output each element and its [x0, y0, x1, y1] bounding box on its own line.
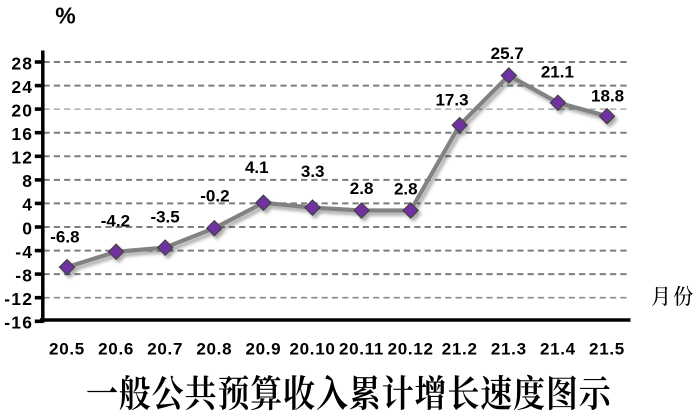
svg-text:20.8: 20.8 — [196, 340, 232, 359]
svg-text:12: 12 — [11, 148, 33, 168]
svg-text:-3.5: -3.5 — [150, 207, 179, 226]
svg-text:4.1: 4.1 — [245, 158, 269, 177]
svg-text:25.7: 25.7 — [491, 44, 524, 63]
svg-text:%: % — [55, 3, 75, 29]
svg-text:20: 20 — [11, 100, 33, 120]
svg-text:20.11: 20.11 — [339, 340, 384, 359]
svg-text:-4: -4 — [15, 242, 33, 262]
svg-text:17.3: 17.3 — [435, 90, 468, 109]
svg-text:0: 0 — [22, 218, 33, 238]
svg-text:8: 8 — [22, 171, 33, 191]
svg-text:3.3: 3.3 — [301, 162, 325, 181]
svg-text:20.9: 20.9 — [245, 340, 281, 359]
svg-text:21.2: 21.2 — [442, 340, 478, 359]
svg-text:-6.8: -6.8 — [50, 228, 79, 247]
svg-text:-8: -8 — [15, 265, 33, 285]
svg-text:21.3: 21.3 — [491, 340, 527, 359]
svg-text:20.5: 20.5 — [49, 340, 85, 359]
svg-text:28: 28 — [11, 53, 33, 73]
svg-text:20.6: 20.6 — [98, 340, 134, 359]
svg-text:21.1: 21.1 — [541, 63, 574, 82]
svg-text:18.8: 18.8 — [591, 87, 624, 106]
svg-text:21.4: 21.4 — [540, 340, 576, 359]
svg-text:-4.2: -4.2 — [101, 211, 130, 230]
svg-text:21.5: 21.5 — [589, 340, 625, 359]
svg-text:2.8: 2.8 — [394, 179, 418, 198]
svg-text:4: 4 — [22, 195, 33, 215]
svg-text:-0.2: -0.2 — [200, 187, 229, 206]
svg-text:-12: -12 — [4, 289, 33, 309]
svg-text:2.8: 2.8 — [350, 179, 374, 198]
svg-text:-16: -16 — [4, 313, 33, 333]
svg-text:20.10: 20.10 — [289, 340, 335, 359]
svg-text:20.7: 20.7 — [147, 340, 183, 359]
svg-text:16: 16 — [11, 124, 33, 144]
svg-text:24: 24 — [11, 77, 33, 97]
svg-text:20.12: 20.12 — [388, 340, 434, 359]
